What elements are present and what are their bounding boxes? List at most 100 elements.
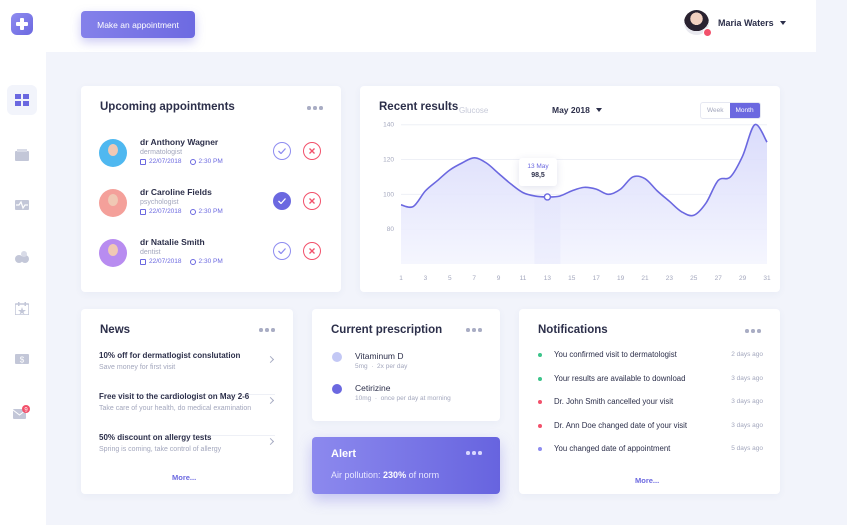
confirm-button[interactable] [273,242,291,260]
status-dot [538,353,542,357]
x-tick-label: 9 [497,275,501,282]
appointment-row: dr Natalie Smith dentist 22/07/2018 2:30 PM [99,234,329,274]
svg-text:$: $ [20,356,25,365]
mail-icon: 9 [13,405,30,419]
drug-dosage: 5mg · 2x per day [355,363,408,370]
appointment-time: 2:30 PM [198,208,223,215]
doctor-specialty: dentist [140,249,161,256]
nav-dashboard[interactable] [7,85,37,115]
nav-records[interactable] [7,140,37,170]
drug-dosage: 10mg · once per day at morning [355,395,451,402]
avatar [99,139,127,167]
alert-text-prefix: Air pollution: [331,470,381,480]
clock-icon [189,208,196,215]
news-more-link[interactable]: More... [172,473,197,482]
more-options-icon[interactable] [259,328,275,332]
notifications-more-link[interactable]: More... [635,476,660,485]
drug-name: Vitaminum D [355,351,404,361]
appointment-date: 22/07/2018 [149,258,182,265]
x-tick-label: 29 [739,275,747,282]
month-select[interactable]: May 2018 [552,105,602,115]
more-options-icon[interactable] [466,328,482,332]
check-icon [278,198,286,204]
news-item-subtitle: Save money for first visit [99,364,176,371]
close-icon [309,148,315,154]
appointments-card: Upcoming appointments dr Anthony Wagner d… [81,86,341,292]
news-card: News 10% off for dermatlogist conslutati… [81,309,293,494]
nav-pills[interactable] [7,242,37,272]
chevron-down-icon[interactable] [779,20,786,25]
appointment-date: 22/07/2018 [149,158,182,165]
news-item-subtitle: Spring is coming, take control of allerg… [99,446,222,453]
more-options-icon[interactable] [307,106,323,110]
appointment-row: dr Caroline Fields psychologist 22/07/2018… [99,184,329,224]
prescription-title: Current prescription [331,324,443,336]
make-appointment-button[interactable]: Make an appointment [81,11,195,38]
appointments-title: Upcoming appointments [100,101,235,113]
appointment-date: 22/07/2018 [149,208,182,215]
clock-icon [189,258,196,265]
avatar [99,239,127,267]
more-options-icon[interactable] [466,451,482,455]
check-icon [278,148,286,154]
y-tick-label: 120 [383,157,394,164]
highlight-bar [534,196,561,264]
x-tick-label: 11 [520,275,527,282]
more-options-icon[interactable] [745,329,761,333]
chevron-down-icon [595,108,602,112]
toggle-month[interactable]: Month [729,103,760,118]
confirm-button[interactable] [273,192,291,210]
calendar-icon [15,301,29,315]
doctor-specialty: dermatologist [140,149,183,156]
x-tick-label: 31 [763,275,771,282]
money-icon: $ [15,354,29,365]
notification-item[interactable]: You changed date of appointment 5 days ag… [538,444,763,462]
cancel-button[interactable] [303,142,321,160]
dashboard-icon [15,94,29,106]
pulse-icon [15,200,29,210]
cancel-button[interactable] [303,242,321,260]
news-item-title: 10% off for dermatlogist conslutation [99,351,241,360]
y-tick-label: 80 [387,226,395,233]
logo-icon[interactable] [11,13,33,35]
toggle-week[interactable]: Week [707,107,724,114]
confirm-button[interactable] [273,142,291,160]
notification-item[interactable]: Your results are available to download 3 … [538,374,763,392]
drug-name: Cetirizine [355,383,391,393]
pills-icon [15,251,29,263]
user-menu[interactable]: Maria Waters [684,10,786,37]
notification-item[interactable]: Dr. John Smith cancelled your visit 3 day… [538,397,763,415]
status-dot [703,28,712,37]
notifications-card: Notifications You confirmed visit to der… [519,309,780,494]
alert-text: Air pollution: 230% of norm [331,470,439,480]
month-label: May 2018 [552,105,590,115]
nav-messages[interactable]: 9 [7,398,37,428]
tooltip-date: 13 May [527,163,549,170]
appointment-datetime: 22/07/2018 2:30 PM [140,208,223,215]
x-tick-label: 27 [715,275,723,282]
news-item[interactable]: Free visit to the cardiologist on May 2-… [99,392,275,436]
calendar-icon [140,208,146,215]
notification-item[interactable]: You confirmed visit to dermatologist 2 da… [538,350,763,368]
status-dot [538,376,542,381]
nav-vitals[interactable] [7,190,37,220]
news-item[interactable]: 10% off for dermatlogist conslutation Sav… [99,351,275,395]
notification-item[interactable]: Dr. Ann Doe changed date of your visit 3 … [538,421,763,439]
results-title: Recent results [379,101,459,113]
nav-payments[interactable]: $ [7,344,37,374]
notification-time: 3 days ago [731,398,763,405]
cancel-button[interactable] [303,192,321,210]
appointment-datetime: 22/07/2018 2:30 PM [140,258,223,265]
nav-calendar[interactable] [7,293,37,323]
alert-card: Alert Air pollution: 230% of norm [312,437,500,494]
notification-time: 5 days ago [731,445,763,452]
pill-dot [332,384,342,394]
y-tick-label: 100 [383,191,394,198]
sidebar: $ 9 [0,0,46,525]
avatar[interactable] [684,10,712,37]
results-card: Recent results Glucose May 2018 Week Mon… [360,86,780,292]
appointment-time: 2:30 PM [198,158,223,165]
drug-frequency: once per day at morning [380,395,451,402]
news-item[interactable]: 50% discount on allergy tests Spring is c… [99,433,275,477]
chevron-right-icon [266,355,275,364]
